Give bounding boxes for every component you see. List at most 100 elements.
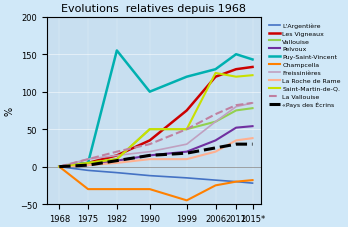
La Roche de Rame	[86, 164, 90, 167]
«Pays des Écrins	[86, 164, 90, 167]
Title: Evolutions  relatives depuis 1968: Evolutions relatives depuis 1968	[61, 4, 246, 14]
Y-axis label: %: %	[4, 106, 14, 116]
Saint-Martin-de-Q.	[234, 76, 238, 79]
Champcella	[251, 179, 255, 182]
L'Argentière	[251, 182, 255, 185]
Les Vigneaux	[234, 69, 238, 71]
L'Argentière	[115, 172, 119, 174]
Pelvoux	[57, 165, 61, 168]
Vallouise	[86, 162, 90, 165]
La Vallouise	[86, 158, 90, 161]
L'Argentière	[234, 180, 238, 183]
La Roche de Rame	[148, 158, 152, 161]
Champcella	[115, 188, 119, 191]
Les Vigneaux	[185, 110, 189, 112]
Champcella	[86, 188, 90, 191]
«Pays des Écrins	[115, 160, 119, 162]
La Vallouise	[148, 143, 152, 146]
«Pays des Écrins	[234, 143, 238, 146]
Freissinières	[213, 121, 218, 123]
Freissinières	[185, 143, 189, 146]
Les Vigneaux	[86, 162, 90, 165]
Pelvoux	[251, 125, 255, 128]
Freissinières	[234, 106, 238, 109]
Saint-Martin-de-Q.	[57, 165, 61, 168]
La Roche de Rame	[57, 165, 61, 168]
Champcella	[234, 180, 238, 183]
Saint-Martin-de-Q.	[251, 74, 255, 77]
Line: La Vallouise: La Vallouise	[59, 104, 253, 167]
Line: Puy-Saint-Vincent: Puy-Saint-Vincent	[59, 51, 253, 167]
«Pays des Écrins	[251, 143, 255, 146]
Line: Freissinières: Freissinières	[59, 104, 253, 167]
Pelvoux	[148, 154, 152, 157]
Vallouise	[234, 110, 238, 112]
Les Vigneaux	[57, 165, 61, 168]
Les Vigneaux	[251, 66, 255, 69]
Freissinières	[148, 151, 152, 153]
La Vallouise	[115, 151, 119, 153]
Saint-Martin-de-Q.	[148, 128, 152, 131]
Line: La Roche de Rame: La Roche de Rame	[59, 138, 253, 167]
Champcella	[148, 188, 152, 191]
Pelvoux	[86, 164, 90, 167]
Champcella	[213, 184, 218, 187]
La Vallouise	[234, 104, 238, 107]
L'Argentière	[213, 179, 218, 182]
Champcella	[57, 165, 61, 168]
L'Argentière	[86, 169, 90, 172]
Saint-Martin-de-Q.	[213, 72, 218, 75]
Freissinières	[86, 158, 90, 161]
Puy-Saint-Vincent	[251, 59, 255, 62]
Freissinières	[57, 165, 61, 168]
Les Vigneaux	[213, 76, 218, 79]
Vallouise	[148, 128, 152, 131]
Pelvoux	[234, 127, 238, 129]
Saint-Martin-de-Q.	[185, 128, 189, 131]
Champcella	[185, 199, 189, 202]
La Vallouise	[57, 165, 61, 168]
La Roche de Rame	[213, 151, 218, 153]
Puy-Saint-Vincent	[185, 76, 189, 79]
Pelvoux	[213, 139, 218, 142]
«Pays des Écrins	[148, 154, 152, 157]
L'Argentière	[57, 165, 61, 168]
La Roche de Rame	[115, 162, 119, 165]
L'Argentière	[185, 177, 189, 180]
Freissinières	[115, 154, 119, 157]
Vallouise	[251, 107, 255, 110]
Legend: L'Argentière, Les Vigneaux, Vallouise, Pelvoux, Puy-Saint-Vincent, Champcella, F: L'Argentière, Les Vigneaux, Vallouise, P…	[266, 21, 343, 110]
Freissinières	[251, 102, 255, 105]
Vallouise	[185, 128, 189, 131]
Saint-Martin-de-Q.	[115, 158, 119, 161]
Pelvoux	[185, 151, 189, 153]
«Pays des Écrins	[185, 152, 189, 155]
Line: Les Vigneaux: Les Vigneaux	[59, 68, 253, 167]
Line: L'Argentière: L'Argentière	[59, 167, 253, 183]
Line: Vallouise: Vallouise	[59, 109, 253, 167]
Puy-Saint-Vincent	[115, 50, 119, 53]
Saint-Martin-de-Q.	[86, 162, 90, 165]
Line: «Pays des Écrins: «Pays des Écrins	[59, 145, 253, 167]
Les Vigneaux	[115, 154, 119, 157]
Puy-Saint-Vincent	[234, 54, 238, 56]
La Roche de Rame	[251, 137, 255, 140]
La Roche de Rame	[185, 158, 189, 161]
L'Argentière	[148, 175, 152, 177]
«Pays des Écrins	[57, 165, 61, 168]
Vallouise	[57, 165, 61, 168]
Vallouise	[213, 121, 218, 123]
Line: Pelvoux: Pelvoux	[59, 127, 253, 167]
Puy-Saint-Vincent	[213, 69, 218, 71]
Line: Champcella: Champcella	[59, 167, 253, 200]
Line: Saint-Martin-de-Q.: Saint-Martin-de-Q.	[59, 74, 253, 167]
Vallouise	[115, 158, 119, 161]
Puy-Saint-Vincent	[57, 165, 61, 168]
Puy-Saint-Vincent	[86, 162, 90, 165]
Puy-Saint-Vincent	[148, 91, 152, 94]
La Vallouise	[251, 102, 255, 105]
Pelvoux	[115, 160, 119, 162]
La Vallouise	[213, 113, 218, 116]
Les Vigneaux	[148, 139, 152, 142]
La Roche de Rame	[234, 139, 238, 142]
